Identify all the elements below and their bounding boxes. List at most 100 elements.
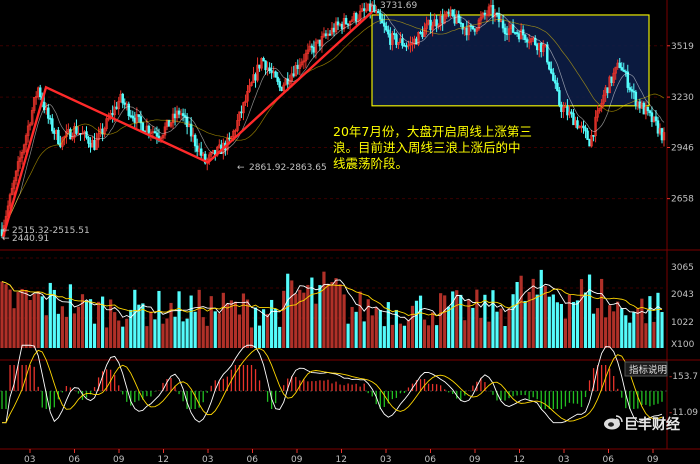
volume-bar — [28, 300, 32, 348]
candle-body — [429, 19, 432, 31]
volume-bar — [527, 291, 531, 348]
volume-bar — [84, 300, 89, 348]
candle-body — [612, 72, 615, 83]
volume-bar — [563, 318, 568, 348]
candle-body — [280, 86, 283, 92]
volume-bar — [92, 323, 97, 348]
candle-body — [642, 102, 646, 115]
volume-bar — [181, 321, 185, 348]
candle-body — [441, 15, 444, 24]
volume-bar — [105, 327, 109, 348]
volume-bar — [213, 311, 217, 348]
candle-body — [312, 47, 316, 53]
volume-bar — [616, 301, 620, 348]
volume-bar — [487, 321, 491, 348]
candle-body — [445, 11, 448, 17]
candle-body — [618, 62, 621, 68]
candle-body — [185, 116, 189, 127]
candle-body — [634, 91, 638, 106]
volume-ma-line — [1, 281, 662, 317]
volume-bar — [233, 301, 238, 348]
volume-bar — [386, 302, 390, 348]
candle-body — [542, 45, 545, 52]
candle-body — [256, 64, 259, 81]
volume-bar — [366, 299, 370, 348]
candle-body — [550, 68, 553, 74]
volume-bar — [253, 307, 258, 348]
volume-bar — [507, 308, 511, 348]
candle-body — [18, 157, 22, 162]
candle-body — [159, 137, 163, 140]
volume-bar — [298, 289, 302, 348]
candle-body — [193, 134, 197, 147]
candle-body — [129, 115, 133, 118]
indicator-help-label: 指标说明 — [629, 364, 667, 376]
volume-bar — [620, 308, 624, 348]
candle-body — [548, 61, 551, 70]
volume-bar — [141, 303, 145, 348]
consolidation-box — [371, 14, 650, 107]
candle-body — [282, 84, 285, 92]
candle-body — [147, 125, 151, 134]
candle-body — [161, 134, 165, 139]
candle-body — [8, 194, 12, 207]
volume-bar — [422, 319, 427, 348]
volume-bars — [0, 269, 664, 348]
candle-body — [318, 39, 322, 47]
candle-body — [485, 14, 489, 16]
volume-bar — [173, 316, 177, 348]
candle-body — [656, 120, 660, 134]
candle-body — [626, 71, 630, 88]
x-tick-label: 06 — [425, 455, 437, 464]
candle-body — [475, 28, 479, 32]
volume-bar — [68, 284, 73, 348]
volume-bar — [636, 308, 640, 348]
volume-bar — [595, 308, 600, 348]
candle-body — [407, 44, 410, 47]
volume-bar — [249, 327, 254, 348]
volume-bar — [515, 281, 519, 348]
candle-body — [332, 27, 336, 33]
candle-body — [602, 94, 605, 104]
volume-bar — [294, 293, 298, 348]
volume-bar — [503, 326, 507, 348]
watermark-text: 巨丰财经 — [624, 416, 680, 433]
volume-bar — [189, 295, 193, 348]
volume-bar — [394, 309, 398, 348]
x-tick-label: 12 — [158, 455, 169, 464]
volume-bar — [109, 299, 113, 348]
volume-bar — [101, 296, 105, 348]
volume-bar — [306, 284, 310, 348]
candle-body — [391, 33, 394, 45]
indicator-help-button[interactable]: 指标说明 — [624, 361, 668, 377]
volume-bar — [322, 271, 326, 348]
candle-body — [244, 100, 247, 103]
candle-body — [71, 137, 74, 140]
volume-bar — [24, 290, 28, 348]
candle-body — [149, 132, 153, 135]
volume-bar — [455, 290, 459, 348]
volume-bar — [165, 318, 169, 348]
volume-bar — [547, 296, 551, 348]
volume-bar — [390, 324, 394, 348]
candle-body — [248, 85, 251, 92]
low-zone-label: 2515.32-2515.51 — [12, 226, 90, 236]
volume-bar — [205, 325, 209, 348]
price-tick-label: 3230 — [671, 93, 694, 103]
price-axis: 3519 3230 2946 2658 — [667, 42, 694, 205]
volume-bar — [378, 309, 382, 348]
volume-bar — [185, 318, 189, 348]
volume-bar — [362, 321, 366, 348]
volume-bar — [161, 323, 165, 348]
volume-bar — [495, 311, 499, 348]
candle-body — [554, 80, 557, 84]
candle-body — [610, 76, 613, 83]
candle-body — [111, 112, 114, 116]
svg-text:←: ← — [369, 1, 377, 11]
volume-bar — [221, 292, 225, 348]
volume-bar — [8, 289, 12, 348]
volume-bar — [519, 275, 523, 348]
wave-trend-line — [1, 11, 373, 238]
candle-body — [53, 130, 56, 134]
